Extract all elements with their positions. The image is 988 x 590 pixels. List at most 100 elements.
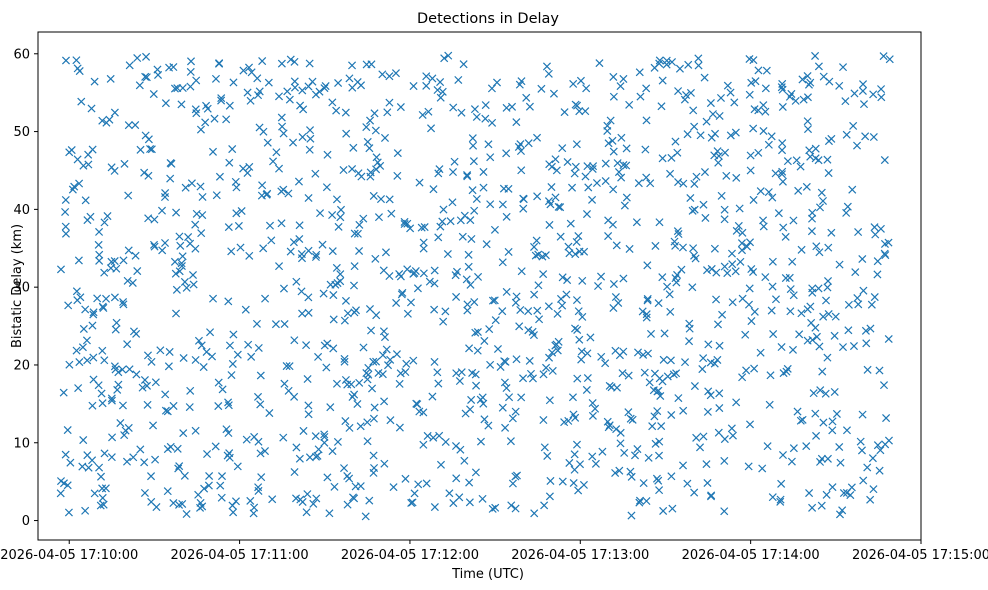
- data-point: [704, 387, 713, 396]
- data-point: [89, 308, 98, 317]
- data-point: [165, 347, 174, 356]
- data-point: [828, 426, 837, 435]
- data-point: [285, 362, 294, 371]
- data-point: [655, 437, 664, 446]
- data-point: [803, 117, 812, 126]
- data-point: [321, 82, 330, 91]
- data-point: [738, 228, 747, 237]
- data-point: [353, 399, 362, 409]
- data-point: [419, 269, 428, 278]
- data-point: [812, 332, 821, 341]
- data-point: [487, 84, 496, 93]
- data-point: [439, 205, 448, 214]
- data-point: [844, 326, 853, 335]
- data-point: [370, 463, 379, 472]
- data-point: [544, 69, 553, 78]
- data-point: [199, 363, 208, 372]
- data-point: [571, 162, 580, 171]
- data-point: [765, 400, 774, 409]
- data-point: [650, 369, 659, 378]
- data-point: [98, 116, 107, 125]
- data-point: [296, 101, 305, 110]
- data-point: [156, 346, 165, 355]
- data-point: [143, 400, 152, 409]
- data-point: [824, 169, 833, 178]
- data-point: [345, 423, 354, 432]
- data-point: [519, 204, 528, 213]
- data-point: [215, 172, 224, 181]
- data-point: [728, 260, 737, 269]
- data-point: [161, 390, 170, 399]
- data-point: [794, 186, 803, 195]
- data-point: [161, 238, 170, 248]
- chart-title: Detections in Delay: [417, 11, 559, 27]
- data-point: [163, 487, 172, 496]
- data-point: [175, 267, 184, 276]
- data-point: [701, 213, 710, 222]
- data-point: [524, 326, 533, 335]
- data-point: [244, 63, 254, 72]
- data-point: [164, 362, 173, 371]
- data-point: [607, 383, 616, 392]
- data-point: [726, 88, 735, 97]
- data-point: [861, 326, 870, 335]
- data-point: [151, 455, 160, 464]
- data-point: [304, 308, 313, 317]
- data-point: [512, 292, 521, 301]
- data-point: [507, 501, 516, 510]
- data-point: [299, 426, 308, 435]
- data-point: [386, 416, 395, 425]
- data-point: [204, 481, 213, 490]
- data-point: [260, 447, 270, 456]
- data-point: [391, 69, 400, 78]
- data-point: [479, 183, 488, 192]
- data-point: [328, 247, 337, 256]
- data-point: [444, 51, 453, 60]
- data-point: [588, 398, 597, 408]
- data-point: [380, 133, 390, 142]
- data-point: [710, 151, 719, 160]
- data-point: [272, 148, 281, 157]
- data-point: [435, 165, 444, 174]
- data-point: [125, 61, 134, 70]
- data-point: [654, 299, 663, 308]
- data-point: [194, 490, 203, 499]
- data-point: [373, 158, 382, 167]
- data-point: [410, 489, 419, 498]
- data-point: [83, 356, 92, 365]
- x-tick-label: 2026-04-05 17:10:00: [0, 548, 138, 563]
- data-point: [552, 166, 561, 175]
- data-point: [471, 370, 480, 379]
- data-point: [470, 105, 479, 114]
- data-point: [323, 150, 332, 159]
- data-point: [84, 463, 93, 472]
- data-point: [98, 493, 107, 502]
- data-point: [306, 126, 315, 135]
- data-point: [374, 213, 383, 222]
- data-point: [265, 221, 275, 230]
- data-point: [713, 320, 723, 329]
- data-point: [258, 181, 267, 190]
- data-point: [203, 104, 212, 113]
- data-point: [436, 78, 445, 87]
- data-point: [245, 251, 254, 260]
- data-point: [540, 443, 549, 452]
- data-point: [436, 93, 445, 102]
- data-point: [395, 269, 404, 279]
- data-point: [781, 232, 790, 241]
- data-point: [619, 161, 628, 170]
- data-point: [101, 484, 110, 493]
- data-point: [188, 270, 198, 280]
- data-point: [870, 293, 879, 302]
- data-point: [668, 504, 677, 513]
- data-point: [309, 499, 318, 508]
- data-point: [545, 353, 554, 362]
- data-point: [96, 472, 106, 481]
- data-point: [571, 413, 580, 422]
- data-point: [430, 279, 439, 288]
- data-point: [110, 362, 119, 371]
- data-point: [805, 146, 814, 155]
- data-point: [677, 265, 686, 274]
- data-point: [343, 309, 352, 318]
- data-point: [667, 153, 676, 162]
